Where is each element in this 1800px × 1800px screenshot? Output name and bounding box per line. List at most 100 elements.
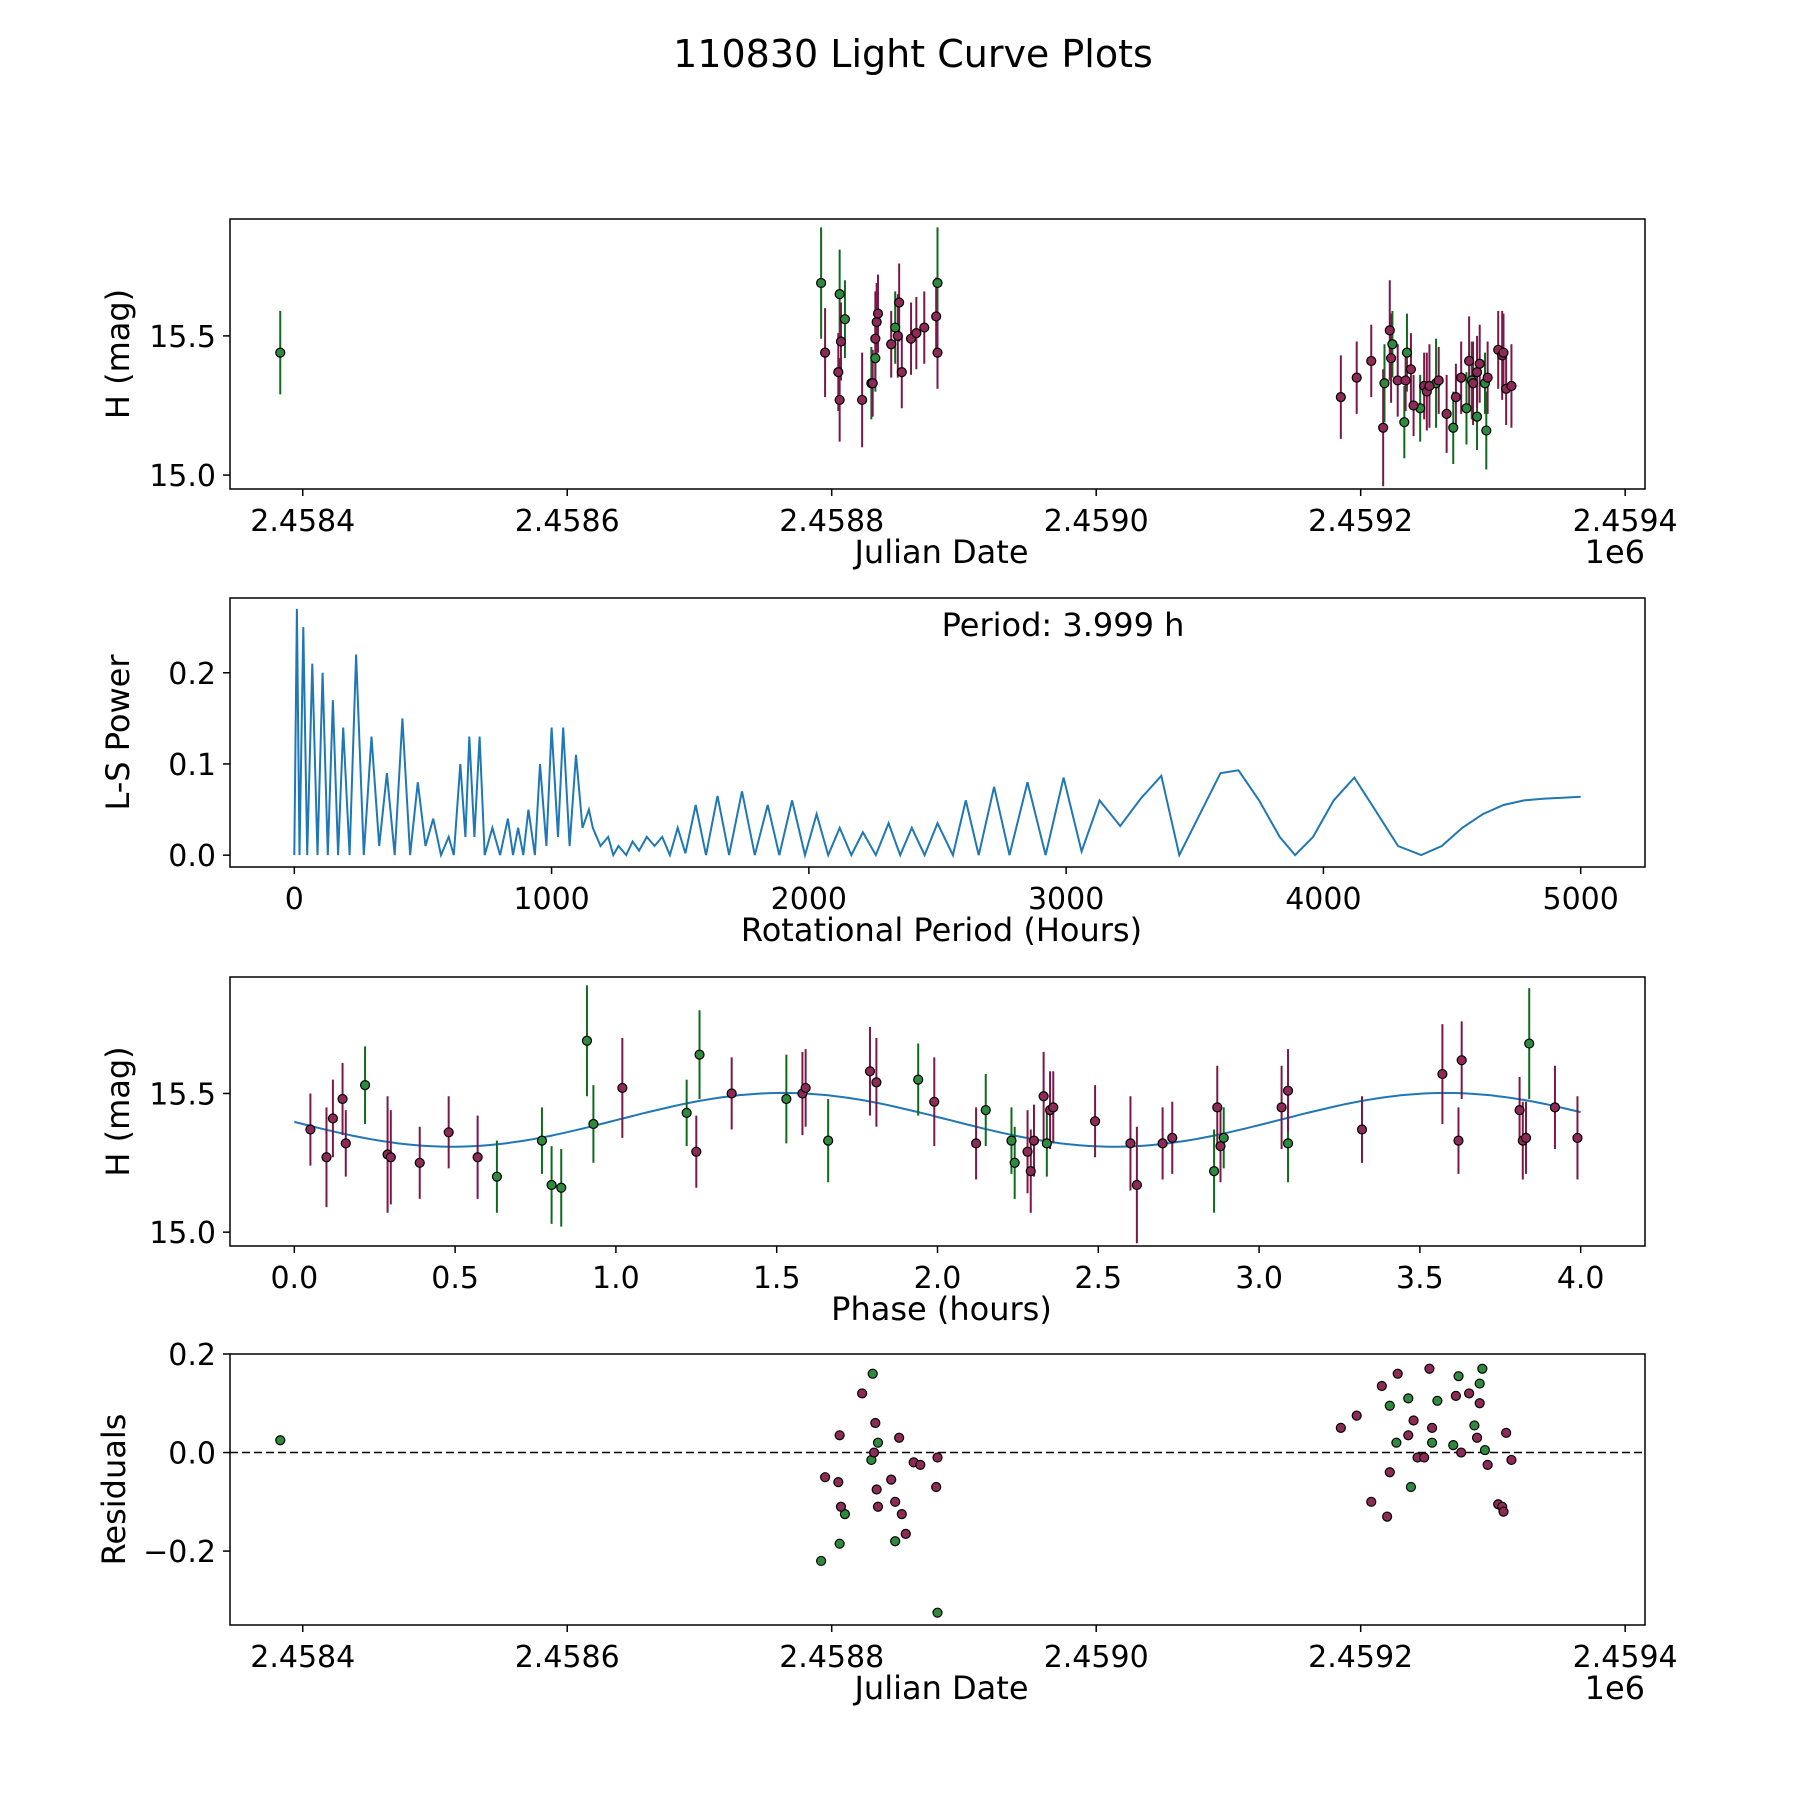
y-tick-label: 0.2 — [168, 1338, 216, 1373]
green-filter-point — [1426, 1437, 1438, 1448]
y-tick-label: −0.2 — [143, 1535, 216, 1570]
x-tick-label: 2.4586 — [515, 1640, 620, 1675]
red-filter-point — [900, 1528, 911, 1539]
x-axis-label: Phase (hours) — [831, 1290, 1052, 1328]
green-filter-point — [834, 1538, 845, 1549]
green-filter-point — [491, 1171, 503, 1182]
red-filter-point — [833, 366, 844, 378]
red-filter-point — [857, 1388, 868, 1399]
green-filter-point — [834, 289, 845, 300]
red-filter-point — [872, 1501, 884, 1512]
red-filter-point — [915, 1459, 926, 1470]
red-filter-point — [1456, 1447, 1467, 1458]
red-filter-point — [1482, 1459, 1493, 1470]
x-axis-label: Rotational Period (Hours) — [741, 911, 1142, 949]
red-filter-point — [1038, 1091, 1049, 1102]
plot-frame — [229, 218, 1646, 490]
green-filter-point — [1481, 425, 1492, 436]
x-tick-label: 2.4592 — [1308, 504, 1413, 539]
residuals-panel: 2.4584 2.4586 2.4588 2.4590 2.4592 2.4594 −0.2… — [95, 1338, 1678, 1707]
x-tick-label: 3000 — [1028, 882, 1104, 917]
red-filter-point — [870, 1417, 881, 1429]
x-tick-label: 2.5 — [1074, 1261, 1122, 1296]
red-filter-point — [1025, 1166, 1036, 1177]
green-filter-point — [1218, 1132, 1229, 1143]
x-tick-label: 2.4594 — [1573, 1640, 1678, 1675]
red-filter-point — [340, 1138, 351, 1149]
red-filter-point — [857, 394, 868, 406]
green-filter-point — [980, 1105, 991, 1116]
green-filter-point — [681, 1107, 692, 1118]
red-filter-point — [819, 347, 831, 358]
x-tick-label: 2.4590 — [1044, 504, 1149, 539]
y-axis-label: H (mag) — [99, 289, 137, 419]
red-filter-point — [1408, 1415, 1419, 1426]
x-tick-label: 2000 — [771, 882, 847, 917]
red-filter-point — [1048, 1102, 1059, 1113]
green-filter-point — [781, 1093, 792, 1105]
red-filter-point — [1456, 1055, 1467, 1066]
figure-suptitle: 110830 Light Curve Plots — [673, 32, 1153, 76]
green-filter-point — [1524, 1038, 1535, 1049]
red-filter-point — [1433, 375, 1444, 386]
green-filter-point — [581, 1035, 593, 1046]
x-tick-label: 2.4594 — [1573, 504, 1678, 539]
period-annotation: Period: 3.999 h — [942, 606, 1185, 644]
plot-frame — [229, 976, 1646, 1247]
red-filter-point — [1276, 1102, 1287, 1113]
y-tick-label: 15.0 — [149, 1216, 216, 1251]
green-filter-point — [1479, 1444, 1491, 1456]
red-filter-point — [337, 1093, 348, 1105]
green-filter-point — [816, 277, 827, 289]
red-filter-point — [894, 297, 905, 308]
green-filter-point — [913, 1074, 924, 1085]
periodogram-line — [293, 608, 1581, 860]
red-filter-point — [1376, 1380, 1387, 1392]
x-tick-label: 2.4590 — [1044, 1640, 1149, 1675]
x-tick-label: 4000 — [1285, 882, 1361, 917]
red-filter-point — [1419, 1452, 1430, 1463]
red-filter-point — [929, 1096, 940, 1107]
green-filter-point — [1448, 422, 1459, 433]
red-filter-point — [871, 1484, 882, 1495]
red-filter-point — [1572, 1132, 1583, 1143]
x-tick-label: 1.0 — [592, 1261, 640, 1296]
x-tick-label: 2.4592 — [1308, 1640, 1413, 1675]
red-filter-point — [1125, 1138, 1136, 1149]
green-filter-point — [816, 1555, 827, 1567]
green-filter-point — [1379, 378, 1390, 389]
green-filter-point — [890, 1536, 901, 1547]
red-filter-point — [1549, 1102, 1561, 1113]
green-filter-point — [1471, 411, 1483, 422]
red-filter-point — [833, 1477, 844, 1488]
green-filter-point — [932, 1607, 943, 1618]
red-filter-point — [1450, 1390, 1461, 1401]
red-filter-point — [896, 366, 907, 378]
red-filter-point — [691, 1146, 702, 1157]
red-filter-point — [835, 1501, 847, 1512]
red-filter-point — [1405, 364, 1417, 375]
red-filter-point — [1366, 1496, 1377, 1507]
x-tick-label: 2.4584 — [250, 504, 355, 539]
green-filter-point — [694, 1049, 705, 1060]
green-filter-point — [1384, 1400, 1395, 1411]
y-tick-label: 0.0 — [168, 839, 216, 874]
red-filter-point — [617, 1082, 628, 1094]
x-tick-label: 1000 — [513, 882, 589, 917]
red-filter-point — [1366, 355, 1377, 367]
x-tick-label: 2.4588 — [779, 504, 884, 539]
red-filter-point — [1351, 372, 1362, 383]
red-filter-point — [1453, 1135, 1464, 1146]
red-filter-point — [1424, 1363, 1435, 1374]
plot-frame — [229, 597, 1646, 868]
red-filter-point — [970, 1138, 982, 1149]
x-tick-label: 0 — [285, 882, 304, 917]
green-filter-point — [1403, 1393, 1414, 1404]
red-filter-point — [1501, 1427, 1512, 1438]
red-filter-point — [385, 1152, 396, 1163]
red-filter-point — [1520, 1132, 1532, 1143]
plot-data-layer — [230, 1363, 1645, 1618]
red-filter-point — [1335, 392, 1346, 403]
x-axis-label: Julian Date — [852, 1669, 1028, 1707]
red-filter-point — [834, 394, 845, 406]
